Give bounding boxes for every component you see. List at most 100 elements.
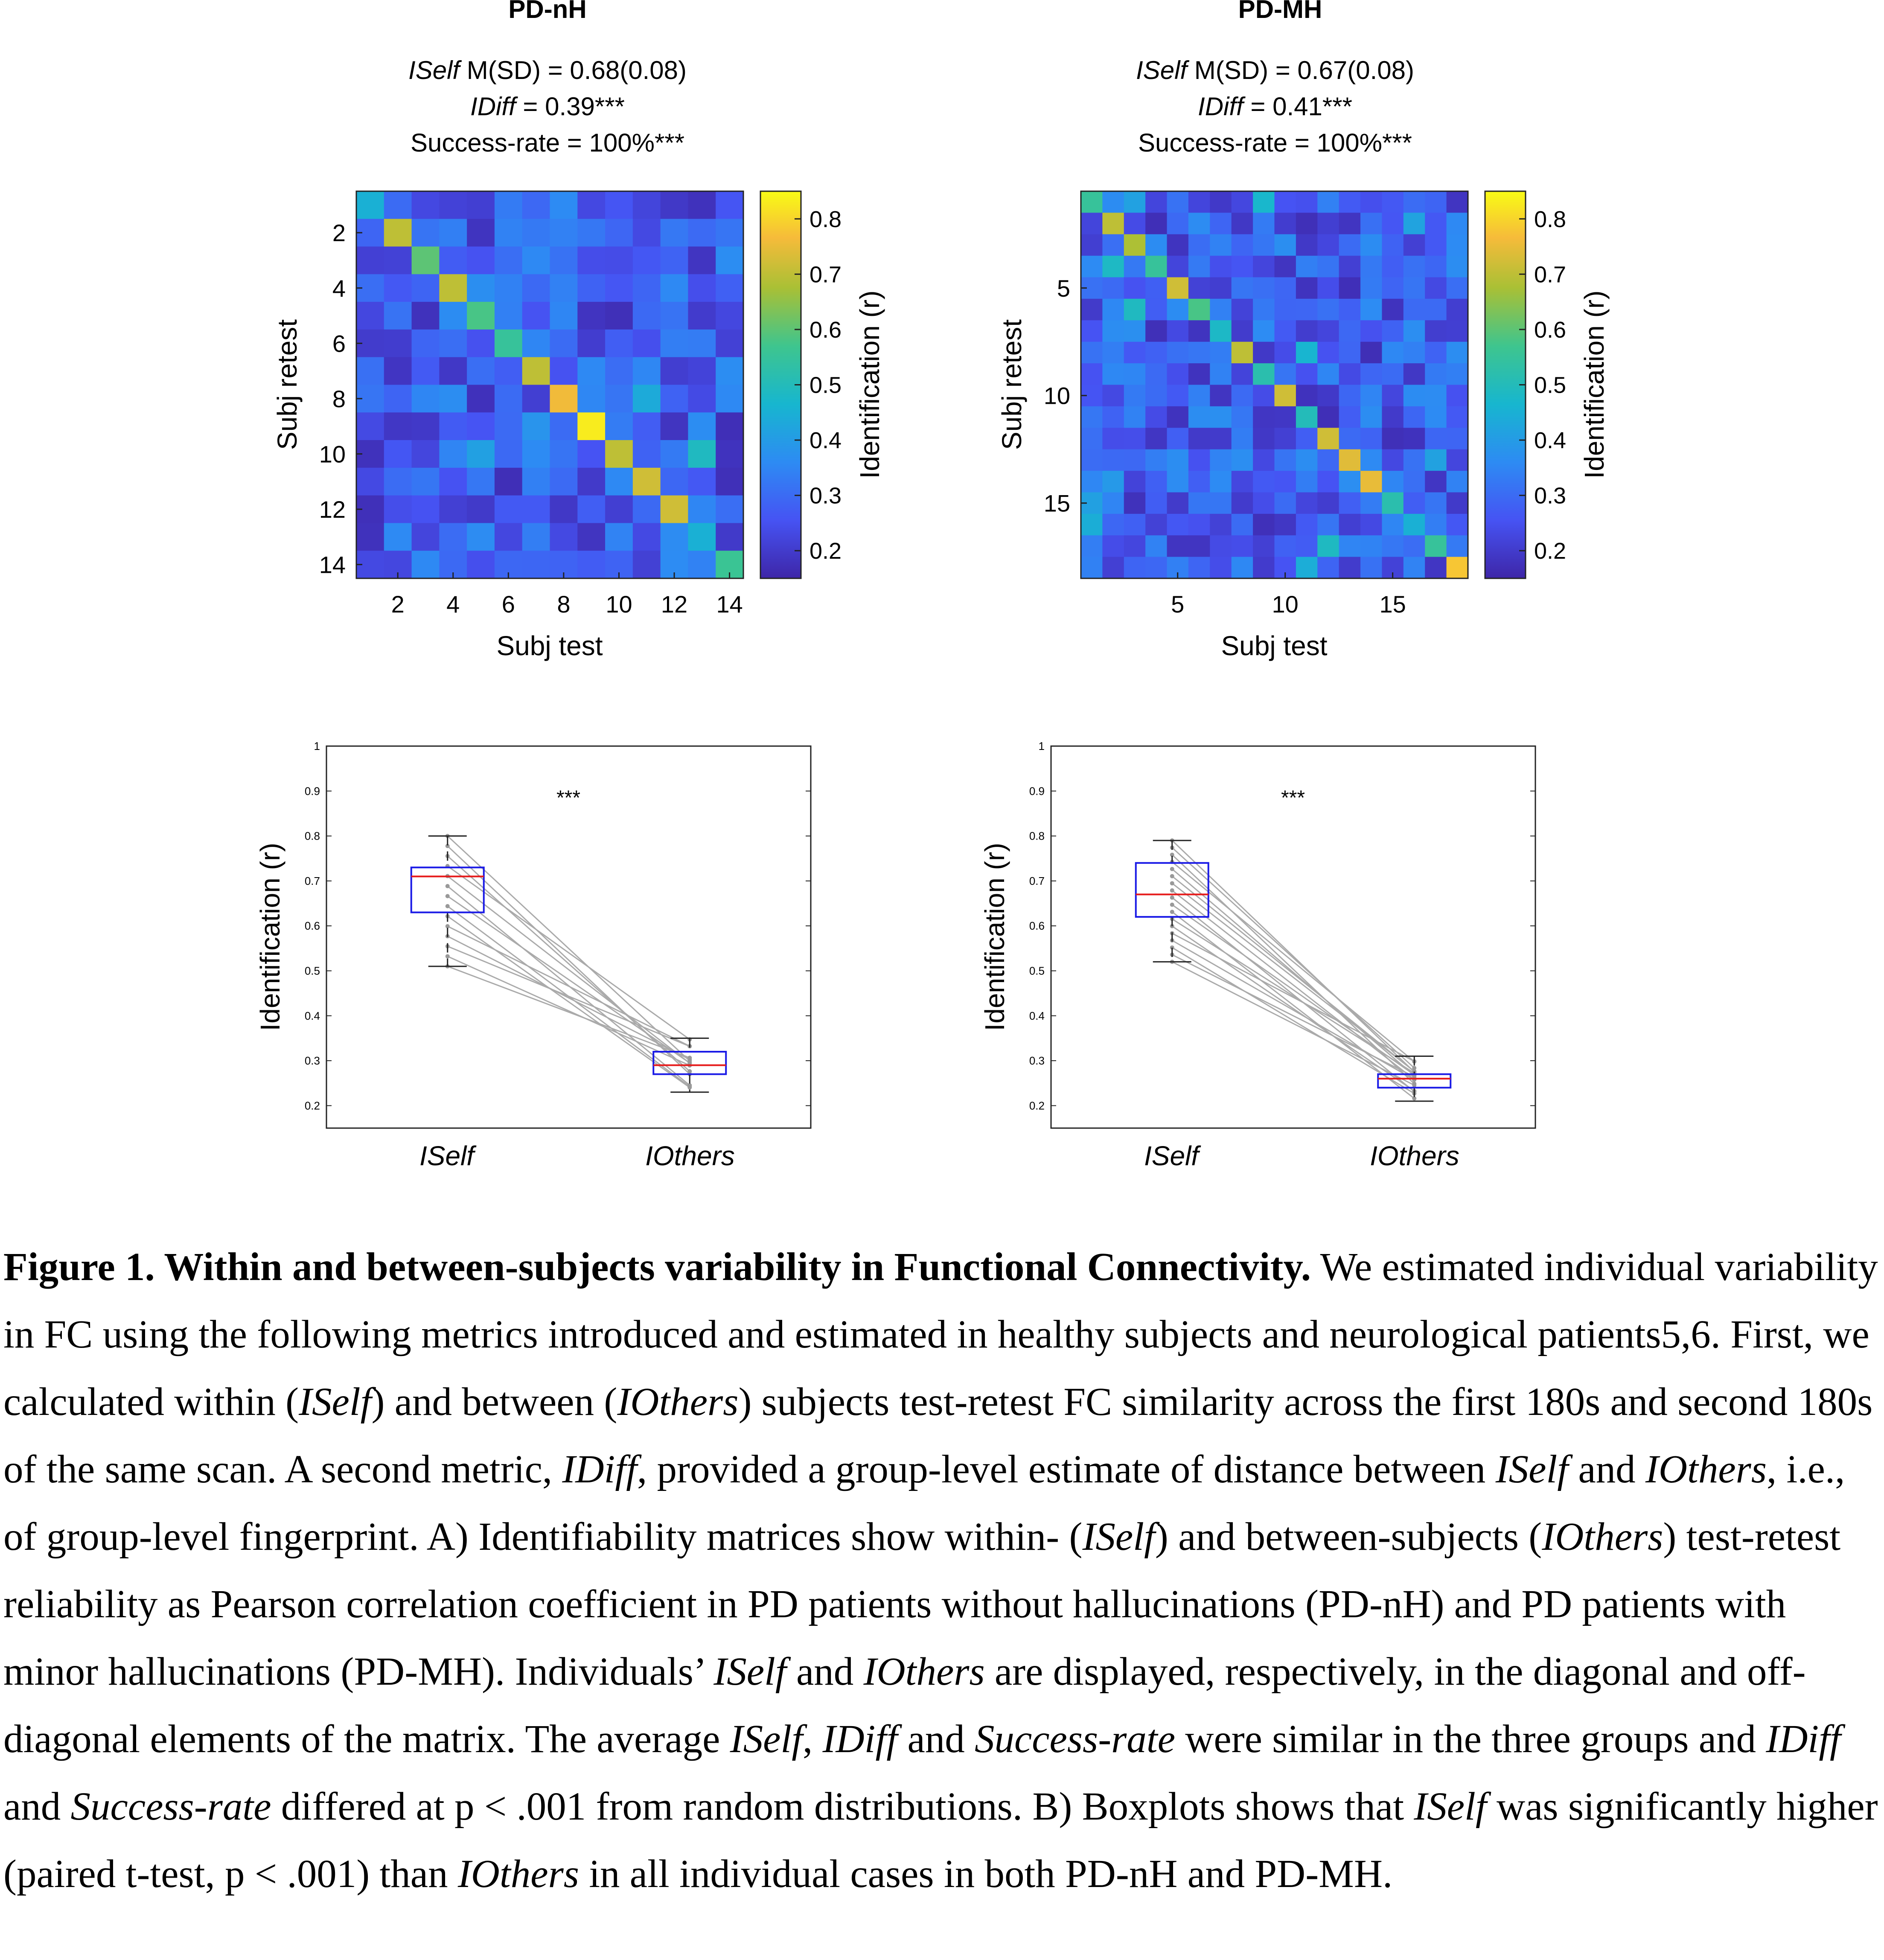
matrix-cell <box>632 551 661 579</box>
matrix-cell <box>577 246 606 274</box>
matrix-cell <box>550 495 578 524</box>
matrix-cell <box>494 274 523 302</box>
matrix-cell <box>1274 535 1296 557</box>
colorbar-tick-label: 0.8 <box>810 207 842 232</box>
x-tick-label: 12 <box>661 591 687 618</box>
matrix-cell <box>1446 513 1468 536</box>
subject-line <box>1171 847 1415 1069</box>
matrix-cell <box>1167 234 1189 256</box>
matrix-cell <box>1317 213 1339 235</box>
matrix-cell <box>411 551 440 579</box>
colorbar-tick-label: 0.8 <box>1534 207 1566 232</box>
matrix-cell <box>1231 277 1253 299</box>
subject-point <box>1412 1096 1417 1101</box>
matrix-cell <box>1296 191 1318 213</box>
matrix-cell <box>1296 513 1318 536</box>
matrix-cell <box>1145 449 1168 471</box>
matrix-cell <box>1317 341 1339 364</box>
matrix-cell <box>1210 234 1232 256</box>
matrix-cell <box>1339 277 1361 299</box>
box <box>1377 1073 1452 1089</box>
idiff-label: IDiff <box>1198 92 1246 121</box>
matrix-cell <box>660 274 689 302</box>
matrix-cell <box>1210 320 1232 342</box>
matrix-cell <box>1425 191 1447 213</box>
matrix-cell <box>1145 428 1168 450</box>
matrix-cell <box>1403 320 1425 342</box>
matrix-cell <box>1231 471 1253 493</box>
subject-line <box>447 835 690 1062</box>
matrix-cell <box>1124 213 1146 235</box>
subject-line <box>1171 890 1415 1080</box>
matrix-cell <box>494 495 523 524</box>
matrix-cell <box>688 246 716 274</box>
matrix-cell <box>688 551 716 579</box>
subject-point <box>1170 874 1174 878</box>
matrix-cell <box>1124 363 1146 385</box>
matrix-cell <box>1188 363 1210 385</box>
matrix-cell <box>605 467 633 496</box>
matrix-cell <box>716 219 744 247</box>
matrix-cell <box>1296 492 1318 514</box>
matrix-cell <box>356 523 384 551</box>
matrix-cell <box>1296 557 1318 579</box>
matrix-cell <box>1339 234 1361 256</box>
x-tick-label: 10 <box>606 591 632 618</box>
matrix-cell <box>1102 535 1124 557</box>
matrix-cell <box>439 302 467 330</box>
boxplot-xtick-iothers: IOthers <box>645 1140 735 1171</box>
matrix-cell <box>1274 213 1296 235</box>
matrix-cell <box>1124 449 1146 471</box>
y-tick-label: 0.4 <box>305 1009 320 1022</box>
matrix-cell <box>1339 406 1361 428</box>
matrix-cell <box>1253 471 1275 493</box>
matrix-cell <box>1167 428 1189 450</box>
matrix-cell <box>1382 492 1404 514</box>
matrix-cell <box>494 523 523 551</box>
colorbar-tick-label: 0.3 <box>1534 483 1566 509</box>
matrix-cell <box>411 302 440 330</box>
matrix-cell <box>1382 471 1404 493</box>
matrix-cell <box>1167 492 1189 514</box>
subject-point <box>1170 945 1174 950</box>
matrix-cell <box>1145 557 1168 579</box>
matrix-cell <box>1188 277 1210 299</box>
matrix-cell <box>411 412 440 440</box>
matrix-cell <box>1403 341 1425 364</box>
boxplot-frame <box>326 745 812 1129</box>
matrix-cell <box>660 495 689 524</box>
matrix-cell <box>1231 213 1253 235</box>
matrix-cell <box>1145 213 1168 235</box>
matrix-cell <box>1210 298 1232 321</box>
matrix-cell <box>1253 406 1275 428</box>
matrix-cell <box>1274 449 1296 471</box>
idiff-stat: IDiff = 0.39*** <box>470 92 625 121</box>
matrix-cell <box>494 191 523 219</box>
boxplot-y-ticks: 0.2 0.3 0.4 0.5 0.6 0.7 0.8 0.9 1 <box>1029 740 1535 1112</box>
matrix-cell <box>384 191 412 219</box>
matrix-cell <box>688 385 716 413</box>
colorbar-tick-label: 0.5 <box>810 373 842 398</box>
matrix-cell <box>1403 256 1425 278</box>
matrix-cell <box>1446 406 1468 428</box>
matrix-cell <box>1167 277 1189 299</box>
matrix-cell <box>356 246 384 274</box>
matrix-cell <box>605 357 633 385</box>
boxplot-xtick-iothers: IOthers <box>1370 1140 1459 1171</box>
matrix-cell <box>660 219 689 247</box>
subject-line <box>447 875 690 1064</box>
matrix-cell <box>577 440 606 468</box>
matrix-cell <box>1210 449 1232 471</box>
matrix-cell <box>1231 449 1253 471</box>
matrix-cell <box>1124 406 1146 428</box>
matrix-cell <box>1188 492 1210 514</box>
matrix-cell <box>1124 256 1146 278</box>
matrix-cell <box>1425 513 1447 536</box>
colorbar-tick-label: 0.5 <box>1534 373 1566 398</box>
matrix-cell <box>1188 557 1210 579</box>
matrix-cell <box>411 246 440 274</box>
boxplot-frame <box>1050 745 1536 1129</box>
matrix-cell <box>1081 234 1103 256</box>
matrix-cell <box>1382 449 1404 471</box>
matrix-cell <box>411 274 440 302</box>
